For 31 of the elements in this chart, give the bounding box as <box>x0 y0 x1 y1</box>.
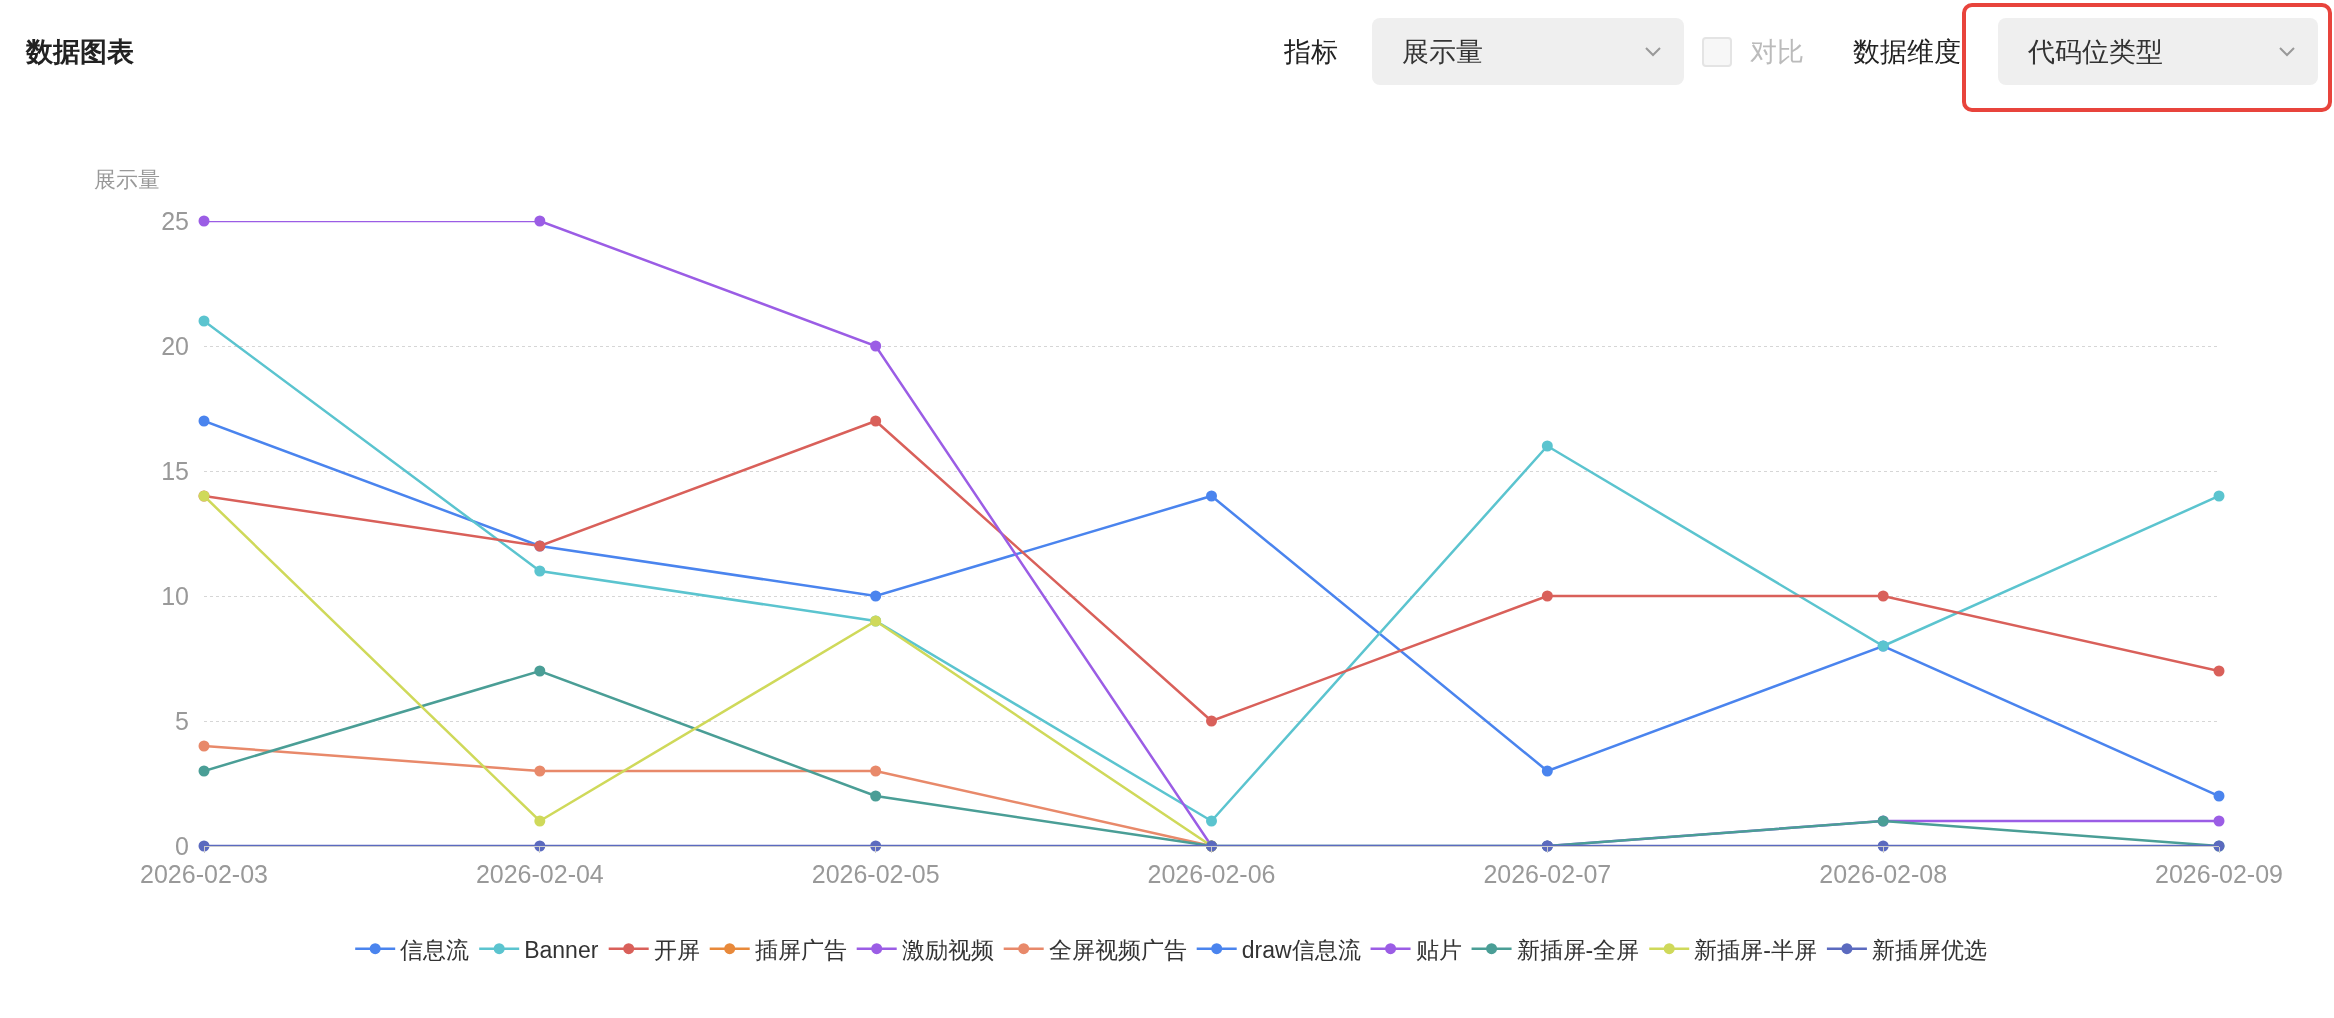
x-tick-label: 2026-02-06 <box>1147 860 1276 888</box>
legend-label: 全屏视频广告 <box>1048 936 1187 963</box>
y-axis-title: 展示量 <box>94 167 160 192</box>
legend-label: 贴片 <box>1415 936 1462 963</box>
y-tick-label: 5 <box>175 706 189 735</box>
text: 对比 <box>1750 36 1804 69</box>
y-tick-label: 10 <box>161 581 189 610</box>
x-tick-label: 2026-02-05 <box>811 860 940 888</box>
legend-label: 新插屏-半屏 <box>1694 936 1817 963</box>
legend-label: 信息流 <box>400 936 470 963</box>
chart-title: 数据图表 <box>26 36 134 69</box>
legend-label: 激励视频 <box>901 936 994 963</box>
legend-label: Banner <box>524 936 599 963</box>
legend-label: 插屏广告 <box>754 936 847 963</box>
text: 指标 <box>1284 36 1338 69</box>
y-tick-label: 25 <box>161 206 189 235</box>
x-tick-label: 2026-02-09 <box>2155 860 2283 888</box>
y-tick-label: 20 <box>161 331 189 360</box>
legend-label: draw信息流 <box>1241 936 1361 963</box>
y-tick-label: 15 <box>161 456 189 485</box>
legend-label: 新插屏-全屏 <box>1516 936 1640 963</box>
x-tick-label: 2026-02-03 <box>140 860 268 888</box>
legend-label: 开屏 <box>653 936 700 963</box>
x-tick-label: 2026-02-04 <box>475 860 604 888</box>
text: 展示量 <box>1372 18 1684 85</box>
text: 数据维度 <box>1853 36 1961 69</box>
y-tick-label: 0 <box>175 831 189 860</box>
legend-label: 新插屏优选 <box>1871 936 1987 963</box>
x-tick-label: 2026-02-08 <box>1819 860 1948 888</box>
text: 代码位类型 <box>1998 18 2318 85</box>
x-tick-label: 2026-02-07 <box>1483 860 1612 888</box>
